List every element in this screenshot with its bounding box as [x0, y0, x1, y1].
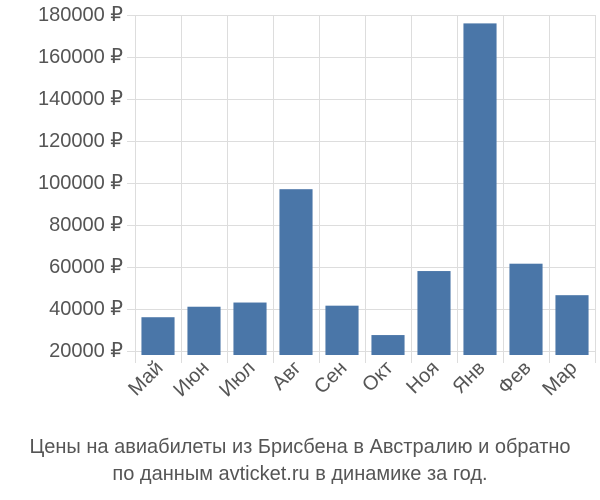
bar-3: [233, 302, 267, 355]
x-category-label: Май: [124, 357, 167, 400]
bar-10: [555, 295, 589, 355]
y-tick-label: 80000 ₽: [49, 214, 123, 236]
chart-caption-line-2: по данным avticket.ru в динамике за год.: [112, 463, 488, 485]
bar-7: [417, 271, 451, 355]
x-axis: Май Июн Июл Авг Сен Окт Ноя Янв Фев Мар: [124, 357, 581, 401]
bar-8: [463, 23, 497, 356]
bar-5: [325, 305, 359, 355]
grid-layer: [127, 15, 596, 363]
y-tick-label: 160000 ₽: [38, 46, 123, 68]
bar-9: [509, 263, 543, 355]
bars-layer: [141, 23, 589, 356]
y-tick-label: 180000 ₽: [38, 4, 123, 26]
x-category-label: Окт: [358, 357, 397, 396]
y-tick-label: 20000 ₽: [49, 340, 123, 362]
x-category-label: Фев: [494, 357, 536, 399]
bar-chart: 20000 ₽ 40000 ₽ 60000 ₽ 80000 ₽ 100000 ₽ 1200…: [38, 4, 596, 401]
x-category-label: Сен: [310, 357, 351, 398]
bar-1: [141, 317, 175, 355]
y-tick-label: 60000 ₽: [49, 256, 123, 278]
x-category-label: Янв: [448, 357, 489, 398]
x-category-label: Июл: [215, 357, 259, 401]
y-tick-label: 40000 ₽: [49, 298, 123, 320]
y-tick-label: 100000 ₽: [38, 172, 123, 194]
chart-caption-line-1: Цены на авиабилеты из Брисбена в Австрал…: [29, 436, 571, 458]
y-tick-label: 140000 ₽: [38, 88, 123, 110]
bar-6: [371, 335, 405, 355]
bar-2: [187, 306, 221, 355]
bar-4: [279, 189, 313, 355]
y-axis: 20000 ₽ 40000 ₽ 60000 ₽ 80000 ₽ 100000 ₽ 1200…: [38, 4, 123, 362]
x-category-label: Июн: [169, 357, 213, 401]
x-category-label: Мар: [538, 357, 581, 400]
x-category-label: Ноя: [402, 357, 443, 398]
y-tick-label: 120000 ₽: [38, 130, 123, 152]
